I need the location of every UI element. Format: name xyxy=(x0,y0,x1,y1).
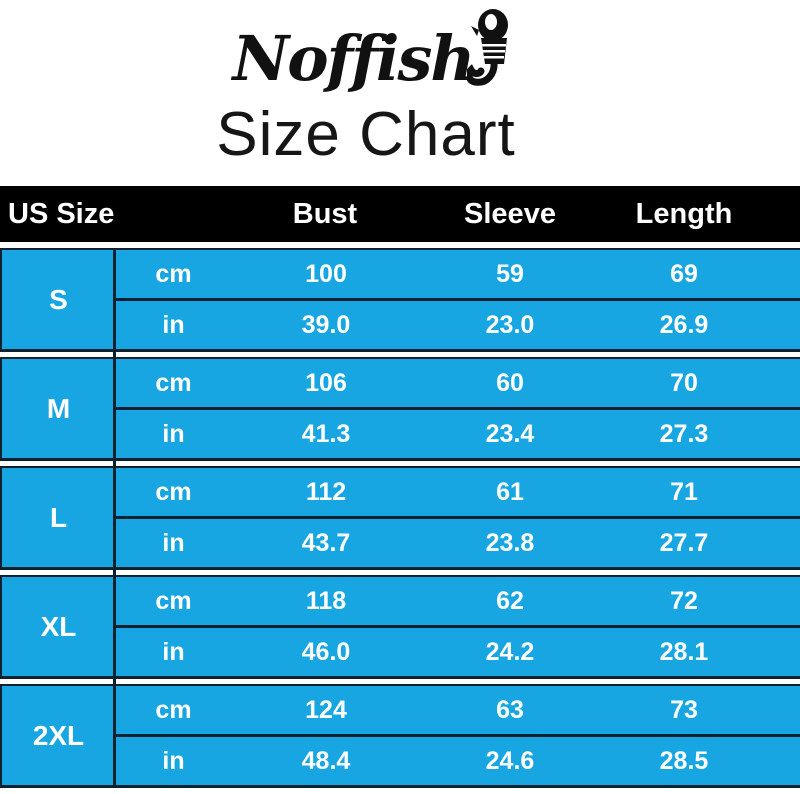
header-sleeve: Sleeve xyxy=(464,197,556,230)
unit-label: cm xyxy=(155,477,192,506)
table-row: cm 100 59 69 xyxy=(115,250,800,301)
measurement-rows: cm 124 63 73 in 48.4 24.6 28.5 xyxy=(115,686,800,785)
table-row: in 48.4 24.6 28.5 xyxy=(115,737,800,785)
brand-logo-text: Noffish xyxy=(232,22,476,95)
bust-value: 124 xyxy=(305,695,347,724)
unit-label: cm xyxy=(155,695,192,724)
size-table-body: S cm 100 59 69 in 39.0 23.0 26.9 M cm 10… xyxy=(0,248,800,788)
page-title: Size Chart xyxy=(216,100,516,169)
bust-value: 39.0 xyxy=(301,310,351,339)
measurement-rows: cm 112 61 71 in 43.7 23.8 27.7 xyxy=(115,468,800,567)
bust-value: 48.4 xyxy=(301,746,351,775)
header-bust: Bust xyxy=(292,197,358,230)
bust-value: 43.7 xyxy=(301,528,351,557)
length-value: 26.9 xyxy=(659,310,709,339)
unit-label: cm xyxy=(155,259,192,288)
sleeve-value: 59 xyxy=(496,259,524,288)
length-value: 71 xyxy=(670,477,698,506)
bust-value: 100 xyxy=(305,259,347,288)
length-value: 27.7 xyxy=(659,528,709,557)
table-header: US Size Bust Sleeve Length xyxy=(0,186,800,242)
fish-icon xyxy=(467,9,509,86)
unit-label: cm xyxy=(155,368,192,397)
header-us-size: US Size xyxy=(8,197,115,230)
table-row: in 43.7 23.8 27.7 xyxy=(115,519,800,567)
table-row: in 39.0 23.0 26.9 xyxy=(115,301,800,349)
sleeve-value: 62 xyxy=(496,586,524,615)
table-row: cm 118 62 72 xyxy=(115,577,800,628)
size-group-2xl: 2XL cm 124 63 73 in 48.4 24.6 28.5 xyxy=(0,684,800,788)
sleeve-value: 23.8 xyxy=(485,528,535,557)
unit-label: in xyxy=(162,419,185,448)
header-length: Length xyxy=(635,197,733,230)
size-label: 2XL xyxy=(32,719,85,751)
sleeve-value: 23.4 xyxy=(485,419,535,448)
size-group-m: M cm 106 60 70 in 41.3 23.4 27.3 xyxy=(0,357,800,461)
size-label: XL xyxy=(40,610,77,642)
sleeve-value: 63 xyxy=(496,695,524,724)
unit-label: in xyxy=(162,746,185,775)
size-group-s: S cm 100 59 69 in 39.0 23.0 26.9 xyxy=(0,248,800,352)
size-column-divider xyxy=(113,248,116,788)
table-row: in 46.0 24.2 28.1 xyxy=(115,628,800,676)
sleeve-value: 24.6 xyxy=(485,746,535,775)
size-group-l: L cm 112 61 71 in 43.7 23.8 27.7 xyxy=(0,466,800,570)
length-value: 73 xyxy=(670,695,698,724)
bust-value: 112 xyxy=(305,477,347,506)
unit-label: in xyxy=(162,637,185,666)
table-row: cm 124 63 73 xyxy=(115,686,800,737)
table-row: in 41.3 23.4 27.3 xyxy=(115,410,800,458)
bust-value: 118 xyxy=(305,586,347,615)
brand-logo: Noffish xyxy=(0,6,773,92)
table-row: cm 106 60 70 xyxy=(115,359,800,410)
length-value: 70 xyxy=(670,368,698,397)
measurement-rows: cm 100 59 69 in 39.0 23.0 26.9 xyxy=(115,250,800,349)
length-value: 69 xyxy=(670,259,698,288)
size-label: S xyxy=(49,283,68,315)
unit-label: in xyxy=(162,310,185,339)
sleeve-value: 60 xyxy=(496,368,524,397)
unit-label: in xyxy=(162,528,185,557)
unit-label: cm xyxy=(155,586,192,615)
sleeve-value: 24.2 xyxy=(485,637,535,666)
size-label: L xyxy=(49,501,68,533)
size-label: M xyxy=(46,392,71,424)
bust-value: 41.3 xyxy=(301,419,351,448)
length-value: 28.1 xyxy=(659,637,709,666)
sleeve-value: 23.0 xyxy=(485,310,535,339)
bust-value: 106 xyxy=(305,368,347,397)
measurement-rows: cm 118 62 72 in 46.0 24.2 28.1 xyxy=(115,577,800,676)
sleeve-value: 61 xyxy=(496,477,524,506)
measurement-rows: cm 106 60 70 in 41.3 23.4 27.3 xyxy=(115,359,800,458)
size-group-xl: XL cm 118 62 72 in 46.0 24.2 28.1 xyxy=(0,575,800,679)
branding-section: Noffish Size Chart xyxy=(0,0,800,186)
length-value: 28.5 xyxy=(659,746,709,775)
length-value: 27.3 xyxy=(659,419,709,448)
table-row: cm 112 61 71 xyxy=(115,468,800,519)
bust-value: 46.0 xyxy=(301,637,351,666)
length-value: 72 xyxy=(670,586,698,615)
